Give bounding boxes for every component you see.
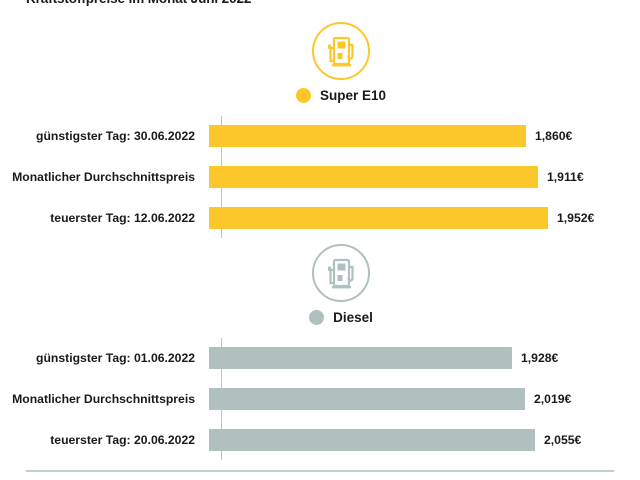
bar-category-label: günstigster Tag: 30.06.2022 bbox=[36, 129, 195, 143]
legend-label: Super E10 bbox=[319, 88, 387, 103]
fuel-group-diesel: Diesel Monatlicher Durchschnittspreis 2,… bbox=[0, 244, 640, 460]
legend-color-dot bbox=[295, 88, 311, 103]
bar-plot-diesel: Monatlicher Durchschnittspreis 2,019€ te… bbox=[0, 338, 640, 460]
bar-fill bbox=[209, 166, 538, 188]
bar-plot-super-e10: Monatlicher Durchschnittspreis 1,911€ te… bbox=[0, 116, 640, 238]
bar-track: 1,860€ bbox=[208, 116, 640, 156]
bar-track: 1,952€ bbox=[208, 198, 640, 238]
bar-row: günstigster Tag: 01.06.2022 1,928€ bbox=[0, 338, 640, 378]
legend-super-e10: Super E10 bbox=[295, 88, 387, 103]
bar-value-label: 1,860€ bbox=[535, 129, 573, 143]
bar-category-label: Monatlicher Durchschnittspreis bbox=[12, 170, 195, 184]
legend-color-dot bbox=[309, 310, 325, 325]
bar-row: teuerster Tag: 20.06.2022 2,055€ bbox=[0, 420, 640, 460]
bar-row: Monatlicher Durchschnittspreis 1,911€ bbox=[0, 157, 640, 197]
legend-diesel: Diesel bbox=[309, 310, 373, 325]
page-title: Kraftstoffpreise im Monat Juni 2022 bbox=[26, 0, 251, 6]
bar-track: 1,911€ bbox=[208, 157, 640, 197]
footer-divider bbox=[26, 470, 614, 472]
bar-row: teuerster Tag: 12.06.2022 1,952€ bbox=[0, 198, 640, 238]
bar-value-label: 1,928€ bbox=[521, 351, 559, 365]
bar-value-label: 1,952€ bbox=[557, 211, 595, 225]
bar-category-label: teuerster Tag: 20.06.2022 bbox=[50, 433, 195, 447]
bar-fill bbox=[209, 125, 526, 147]
bar-value-label: 1,911€ bbox=[547, 170, 584, 184]
group-header-diesel: Diesel bbox=[0, 244, 640, 325]
bar-row: günstigster Tag: 30.06.2022 1,860€ bbox=[0, 116, 640, 156]
bar-fill bbox=[209, 429, 535, 451]
bar-category-label: teuerster Tag: 12.06.2022 bbox=[50, 211, 195, 225]
bar-track: 2,055€ bbox=[208, 420, 640, 460]
bar-fill bbox=[209, 388, 525, 410]
bar-row: Monatlicher Durchschnittspreis 2,019€ bbox=[0, 379, 640, 419]
fuel-group-super-e10: Super E10 Monatlicher Durchschnittspreis… bbox=[0, 22, 640, 238]
group-header-super-e10: Super E10 bbox=[0, 22, 640, 103]
fuel-pump-icon bbox=[312, 22, 370, 80]
bar-value-label: 2,019€ bbox=[534, 392, 572, 406]
bar-fill bbox=[209, 347, 512, 369]
fuel-pump-icon bbox=[312, 244, 370, 302]
bar-fill bbox=[209, 207, 548, 229]
bar-track: 1,928€ bbox=[208, 338, 640, 378]
bar-track: 2,019€ bbox=[208, 379, 640, 419]
bar-value-label: 2,055€ bbox=[544, 433, 582, 447]
legend-label: Diesel bbox=[333, 310, 373, 325]
bar-category-label: Monatlicher Durchschnittspreis bbox=[12, 392, 195, 406]
bar-category-label: günstigster Tag: 01.06.2022 bbox=[36, 351, 195, 365]
